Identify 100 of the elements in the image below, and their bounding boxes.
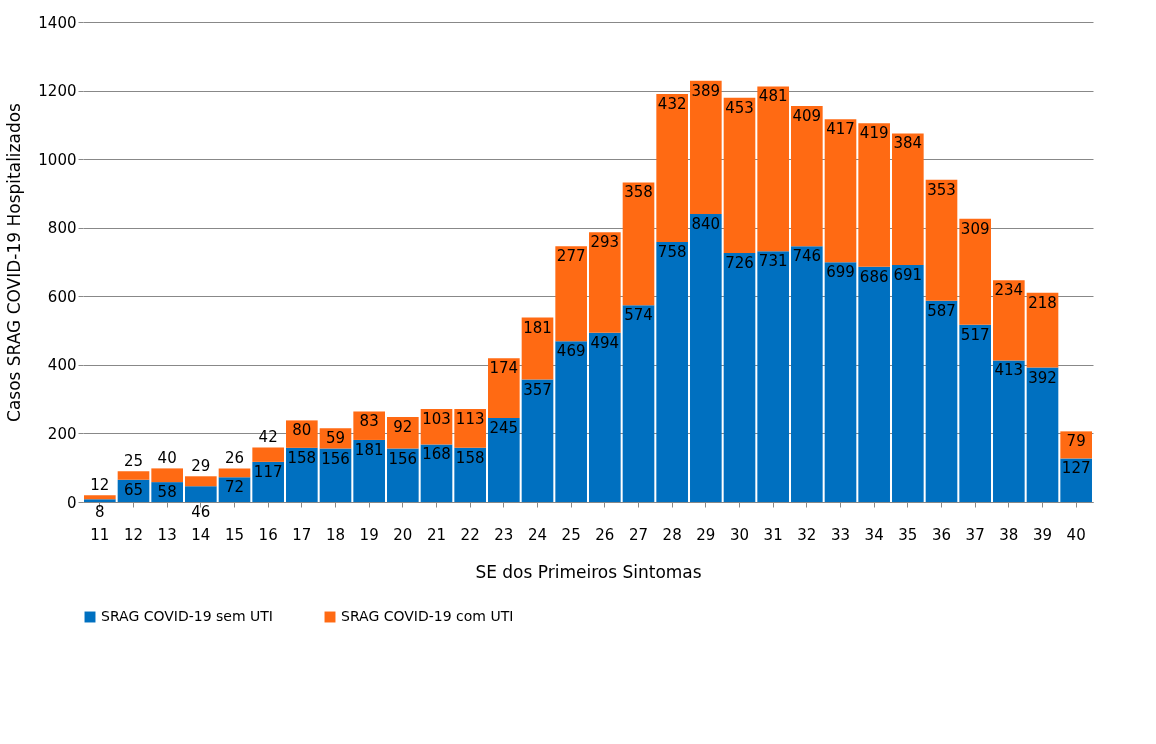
- x-tick-label: 30: [729, 525, 750, 544]
- data-label: 840: [691, 215, 721, 233]
- x-tick-label: 38: [999, 525, 1019, 544]
- bar: [723, 253, 756, 502]
- x-tick-label: 25: [561, 525, 581, 544]
- data-label: 726: [725, 254, 754, 273]
- data-label: 699: [826, 263, 855, 282]
- x-tick-label: 29: [696, 525, 716, 544]
- data-label: 686: [859, 267, 889, 286]
- data-label: 113: [455, 410, 485, 429]
- data-label: 29: [191, 457, 211, 476]
- data-label: 392: [1028, 368, 1057, 387]
- x-tick-label: 20: [393, 525, 413, 544]
- bar: [622, 305, 655, 502]
- data-label: 83: [359, 412, 379, 431]
- data-label: 277: [556, 247, 586, 266]
- data-label: 46: [191, 503, 211, 521]
- x-tick-label: 19: [359, 525, 379, 544]
- data-label: 103: [422, 410, 451, 429]
- data-label: 309: [960, 219, 990, 238]
- bar: [791, 106, 823, 247]
- bar: [892, 265, 924, 502]
- data-label: 389: [691, 81, 721, 100]
- data-label: 40: [157, 449, 177, 468]
- bar: [892, 133, 924, 266]
- data-label: 26: [224, 449, 245, 468]
- bar: [488, 358, 520, 418]
- data-label: 25: [123, 452, 144, 471]
- bar: [185, 486, 217, 502]
- data-label: 79: [1066, 432, 1086, 451]
- data-label: 156: [321, 449, 350, 468]
- x-tick-label: 28: [662, 525, 682, 544]
- bar: [925, 300, 958, 502]
- y-tick-label: 600: [47, 287, 77, 306]
- data-label: 181: [523, 318, 552, 337]
- bar: [151, 468, 183, 483]
- bar: [1060, 458, 1092, 502]
- data-label: 168: [422, 445, 451, 464]
- y-tick-label: 0: [66, 493, 77, 512]
- bar: [690, 80, 722, 214]
- y-tick-label: 200: [47, 424, 77, 443]
- data-label: 417: [826, 120, 855, 139]
- data-label: 453: [725, 98, 754, 117]
- x-axis-title: SE dos Primeiros Sintomas: [475, 561, 702, 582]
- bar: [1026, 367, 1059, 502]
- data-label: 8: [95, 503, 105, 521]
- bar: [488, 418, 520, 502]
- bar: [454, 409, 486, 448]
- x-tick-label: 31: [763, 525, 783, 544]
- data-label: 746: [792, 247, 822, 266]
- data-label: 158: [455, 448, 485, 467]
- bar: [993, 280, 1025, 361]
- data-label: 357: [523, 380, 552, 399]
- data-label: 419: [859, 124, 889, 143]
- x-tick-label: 15: [224, 525, 245, 544]
- bar: [117, 471, 150, 480]
- y-tick-label: 400: [47, 356, 77, 375]
- y-tick-label: 1000: [38, 150, 77, 169]
- data-label: 12: [90, 476, 110, 495]
- data-label: 517: [960, 325, 990, 344]
- data-label: 731: [758, 252, 788, 271]
- data-label: 587: [927, 301, 956, 320]
- bar: [286, 447, 318, 502]
- data-label: 353: [927, 180, 956, 199]
- legend-label: SRAG COVID-19 com UTI: [341, 608, 514, 624]
- data-label: 92: [393, 417, 413, 436]
- data-label: 65: [123, 480, 144, 499]
- bar: [252, 447, 284, 462]
- x-tick-label: 17: [292, 525, 312, 544]
- bar: [555, 341, 587, 502]
- data-label: 358: [624, 183, 653, 202]
- bar: [925, 179, 958, 301]
- x-tick-label: 37: [965, 525, 985, 544]
- x-tick-label: 40: [1066, 525, 1086, 544]
- x-tick-label: 23: [494, 525, 514, 544]
- bar: [757, 86, 789, 252]
- bar: [858, 123, 890, 267]
- x-tick-label: 35: [898, 525, 918, 544]
- bar: [824, 119, 857, 263]
- bar: [555, 246, 587, 342]
- x-tick-label: 26: [595, 525, 615, 544]
- data-label: 481: [758, 87, 788, 106]
- data-label: 80: [292, 421, 312, 440]
- bar: [589, 232, 621, 333]
- x-tick-label: 24: [527, 525, 548, 544]
- bar: [589, 332, 621, 502]
- data-label: 156: [388, 449, 418, 468]
- bar: [959, 324, 991, 502]
- data-label: 158: [287, 448, 317, 467]
- data-label: 758: [657, 243, 687, 262]
- bar: [824, 262, 857, 502]
- x-tick-label: 32: [797, 525, 817, 544]
- data-label: 413: [994, 361, 1024, 380]
- bar: [218, 468, 251, 478]
- bar: [656, 94, 688, 243]
- legend-label: SRAG COVID-19 sem UTI: [101, 608, 273, 624]
- bar: [84, 499, 116, 502]
- bar: [757, 251, 789, 502]
- y-tick-label: 1200: [38, 82, 77, 101]
- data-label: 72: [224, 478, 245, 497]
